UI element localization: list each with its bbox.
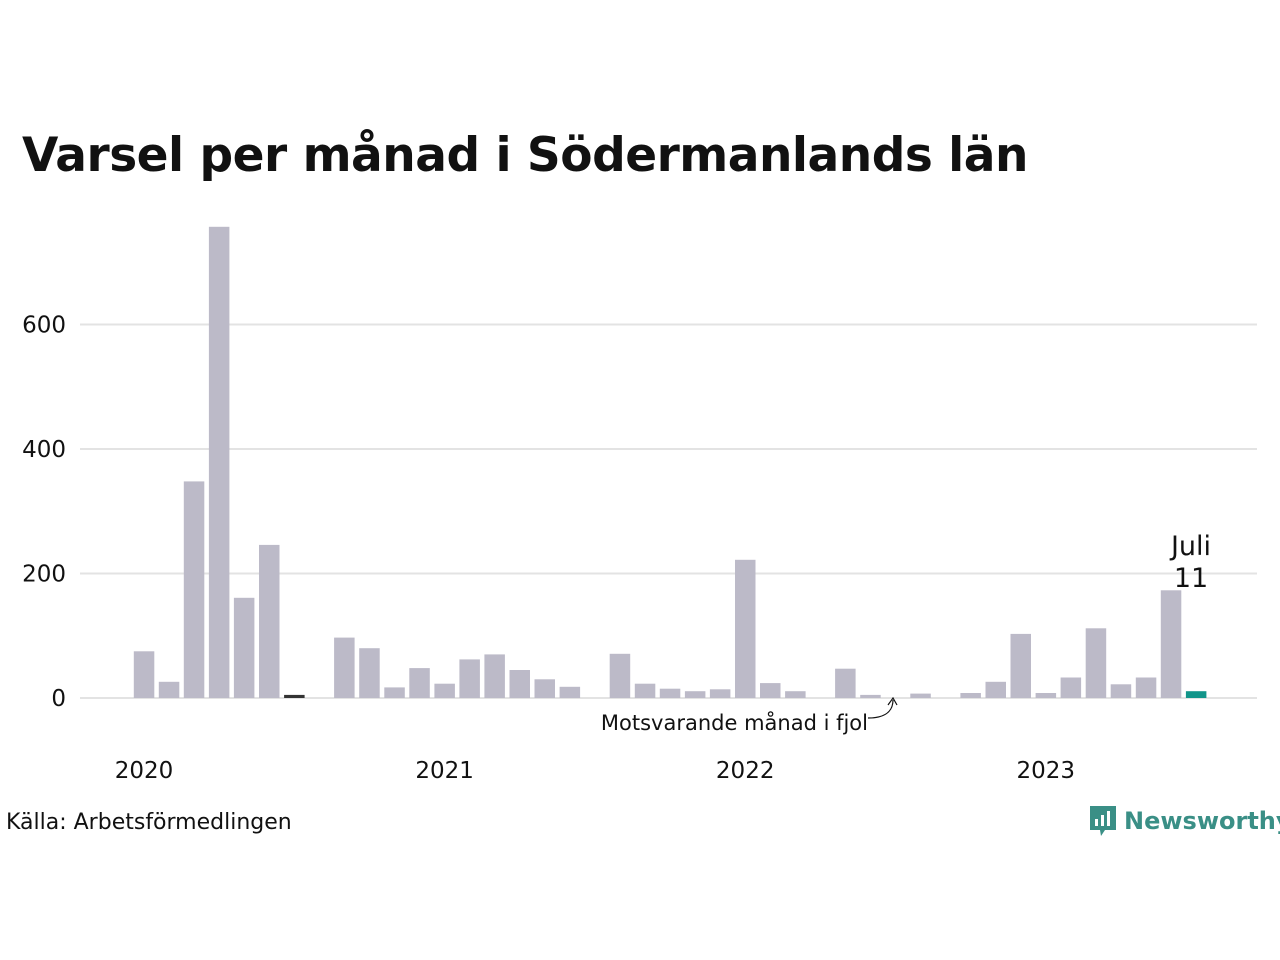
bar-2022-12 (1010, 633, 1031, 698)
bar-2020-03 (183, 481, 205, 698)
bar-2022-02 (760, 683, 781, 698)
bar-2021-10 (659, 688, 681, 698)
bar-2021-08 (609, 653, 631, 698)
bar-2020-11 (384, 687, 405, 698)
source-note: Källa: Arbetsförmedlingen (6, 810, 292, 835)
x-year-label: 2022 (716, 758, 775, 784)
bar-2022-11 (985, 681, 1006, 698)
newsworthy-logo-icon (1090, 806, 1116, 836)
bar-2023-02 (1060, 677, 1082, 698)
bar-2023-06 (1160, 590, 1182, 698)
bar-2021-09 (634, 683, 656, 698)
bar-2021-05 (534, 679, 555, 698)
bar-2020-06 (259, 544, 280, 698)
callout-value: 11 (1174, 563, 1208, 594)
bar-2021-12 (709, 689, 731, 698)
gridlines (80, 323, 1257, 699)
bar-2022-08 (910, 693, 931, 698)
callout-month: Juli (1169, 531, 1211, 562)
bar-2022-03 (785, 691, 806, 698)
bar-2020-09 (334, 637, 355, 698)
bar-2023-05 (1135, 677, 1157, 698)
bar-2022-05 (835, 668, 856, 698)
brand-name: Newsworthy (1124, 807, 1280, 835)
bar-2020-04 (208, 226, 230, 699)
bar-2020-10 (359, 648, 380, 698)
bar-2020-12 (409, 668, 430, 698)
bar-2021-01 (434, 683, 455, 698)
bar-2022-01 (735, 559, 756, 698)
y-axis-labels: 0 200 400 600 (22, 313, 66, 713)
previous-year-note: Motsvarande månad i fjol (601, 710, 868, 735)
x-year-label: 2020 (115, 758, 174, 784)
y-tick-label: 0 (51, 686, 66, 712)
bar-2020-01 (133, 651, 155, 698)
bar-2022-06 (860, 694, 881, 698)
bar-2023-01 (1035, 693, 1057, 698)
bar-2023-04 (1110, 684, 1132, 698)
y-tick-label: 400 (22, 437, 66, 463)
bar-2021-06 (559, 686, 581, 698)
bars (133, 226, 1207, 699)
annotations: Juli 11 Motsvarande månad i fjol (601, 531, 1211, 735)
x-year-label: 2021 (415, 758, 474, 784)
bar-2023-07 (1185, 691, 1207, 698)
previous-year-arrowhead (887, 696, 898, 706)
bar-2020-07 (284, 694, 305, 698)
bar-2022-10 (960, 693, 981, 698)
chart-title: Varsel per månad i Södermanlands län (22, 128, 1028, 183)
y-tick-label: 600 (22, 313, 66, 339)
bar-2021-02 (459, 659, 480, 698)
y-tick-label: 200 (22, 562, 66, 588)
bar-2021-04 (509, 670, 530, 698)
brand: Newsworthy (1088, 804, 1280, 838)
bar-2020-05 (233, 597, 255, 698)
bar-2021-03 (484, 654, 505, 698)
bar-2023-03 (1085, 628, 1107, 698)
x-year-label: 2023 (1017, 758, 1076, 784)
previous-year-arrow (867, 699, 894, 719)
x-axis-labels: 2020 2021 2022 2023 (115, 758, 1075, 784)
bar-2020-02 (158, 681, 180, 698)
bar-2021-11 (684, 691, 706, 698)
